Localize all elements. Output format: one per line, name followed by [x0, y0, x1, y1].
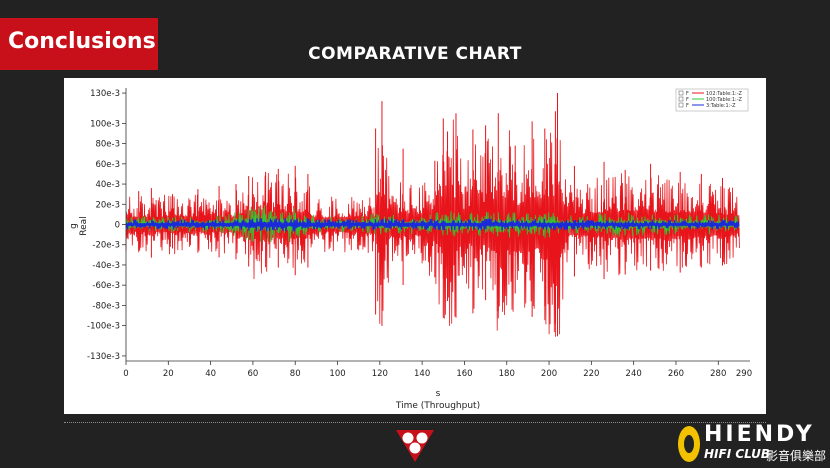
brand-sub-cn: 影音俱樂部: [766, 449, 827, 463]
x-axis-ticks: 0 20 40 60 80 100 120 140 160 180 200 220 240 260 280 2…: [123, 361, 752, 379]
brand-logo: HIENDY HIFI CLUB 影音俱樂部: [676, 422, 830, 468]
tri-circle-logo-icon: [396, 430, 434, 462]
waveform-group: [125, 93, 740, 337]
x-tick-label: 280: [710, 369, 726, 379]
y-tick-label: 60e-3: [95, 160, 120, 170]
legend-label: 3:Table:1:-Z: [706, 103, 736, 109]
y-tick-label: -100e-3: [87, 322, 120, 332]
slide-title: COMPARATIVE CHART: [308, 44, 522, 64]
section-tag: Conclusions: [0, 18, 158, 70]
x-tick-label: 240: [626, 369, 642, 379]
y-tick-label: -60e-3: [92, 281, 120, 291]
x-tick-label: 0: [123, 369, 128, 379]
legend-checkbox-icon: [678, 90, 684, 96]
x-tick-label: 290: [736, 369, 752, 379]
x-tick-label: 220: [583, 369, 599, 379]
legend-prefix: F: [686, 91, 689, 97]
series-line: [125, 205, 740, 243]
footer-divider: [64, 422, 766, 423]
speaker-icon: [678, 426, 700, 462]
legend-prefix: F: [686, 97, 689, 103]
x-tick-label: 120: [372, 369, 388, 379]
y-tick-label: 80e-3: [95, 140, 120, 150]
x-axis-label: Time (Throughput): [395, 401, 480, 411]
y-tick-label: 20e-3: [95, 200, 120, 210]
legend-checkbox-icon: [678, 102, 684, 108]
x-tick-label: 140: [414, 369, 430, 379]
y-axis-label: Real: [79, 216, 89, 235]
y-axis-unit: g: [69, 223, 79, 229]
chart-panel: 130e-3 100e-3 80e-3 60e-3 40e-3 20e-3 0 -20e-3 -…: [64, 78, 766, 414]
series-line: [125, 218, 740, 232]
legend-label: 102:Table:1:-Z: [706, 91, 743, 97]
brand-name: HIENDY: [704, 422, 815, 447]
comparative-chart: 130e-3 100e-3 80e-3 60e-3 40e-3 20e-3 0 -20e-3 -…: [69, 88, 752, 411]
x-tick-label: 20: [163, 369, 174, 379]
y-tick-label: 40e-3: [95, 180, 120, 190]
y-tick-label: 0: [115, 221, 120, 231]
y-tick-label: 100e-3: [90, 119, 120, 129]
x-tick-label: 180: [499, 369, 515, 379]
x-tick-label: 40: [205, 369, 216, 379]
y-axis-ticks: 130e-3 100e-3 80e-3 60e-3 40e-3 20e-3 0 -20e-3 -…: [87, 89, 126, 362]
legend-prefix: F: [686, 103, 689, 109]
x-tick-label: 260: [668, 369, 684, 379]
y-tick-label: -130e-3: [87, 352, 120, 362]
x-tick-label: 60: [248, 369, 259, 379]
brand-sub-en: HIFI CLUB: [704, 447, 771, 461]
x-tick-label: 160: [456, 369, 472, 379]
x-tick-label: 100: [329, 369, 345, 379]
y-tick-label: -80e-3: [92, 301, 120, 311]
x-tick-label: 80: [290, 369, 301, 379]
legend-label: 100:Table:1:-Z: [706, 97, 743, 103]
y-tick-label: -20e-3: [92, 241, 120, 251]
chart-legend: F 102:Table:1:-Z F 100:Table:1:-Z F 3:Table:1…: [675, 88, 749, 112]
x-axis-unit: s: [436, 389, 441, 399]
y-tick-label: -40e-3: [92, 261, 120, 271]
y-tick-label: 130e-3: [90, 89, 120, 99]
legend-checkbox-icon: [678, 96, 684, 102]
x-tick-label: 200: [541, 369, 557, 379]
